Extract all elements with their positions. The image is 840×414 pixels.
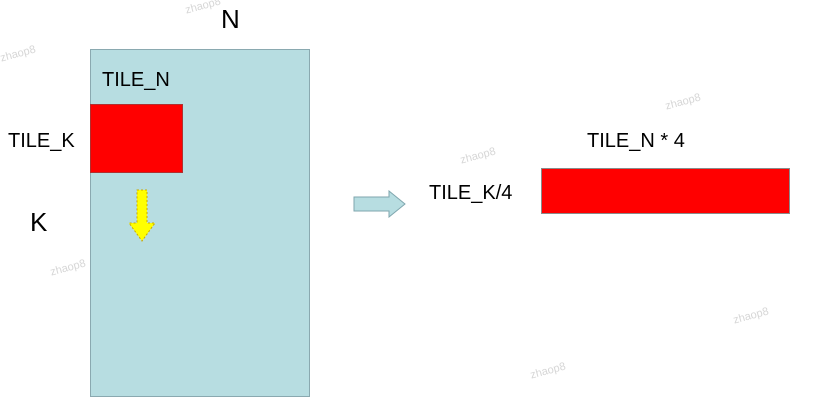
tile-k-label: TILE_K (8, 130, 75, 152)
watermark: zhaop8 (459, 145, 498, 167)
watermark: zhaop8 (732, 305, 771, 327)
tile-n-times4-label: TILE_N * 4 (587, 130, 685, 152)
watermark: zhaop8 (49, 257, 88, 279)
result-tile-block (541, 168, 790, 214)
tile-k-div4-label: TILE_K/4 (429, 182, 513, 204)
n-dimension-label: N (221, 4, 240, 34)
watermark: zhaop8 (0, 43, 38, 65)
k-dimension-label: K (30, 207, 48, 237)
right-arrow-icon (353, 190, 406, 218)
watermark: zhaop8 (529, 360, 568, 382)
watermark: zhaop8 (664, 91, 703, 113)
tile-n-label: TILE_N (102, 69, 170, 91)
tile-block (90, 104, 183, 173)
down-arrow-icon (128, 189, 156, 242)
matrix-block (90, 49, 310, 397)
watermark: zhaop8 (184, 0, 223, 17)
